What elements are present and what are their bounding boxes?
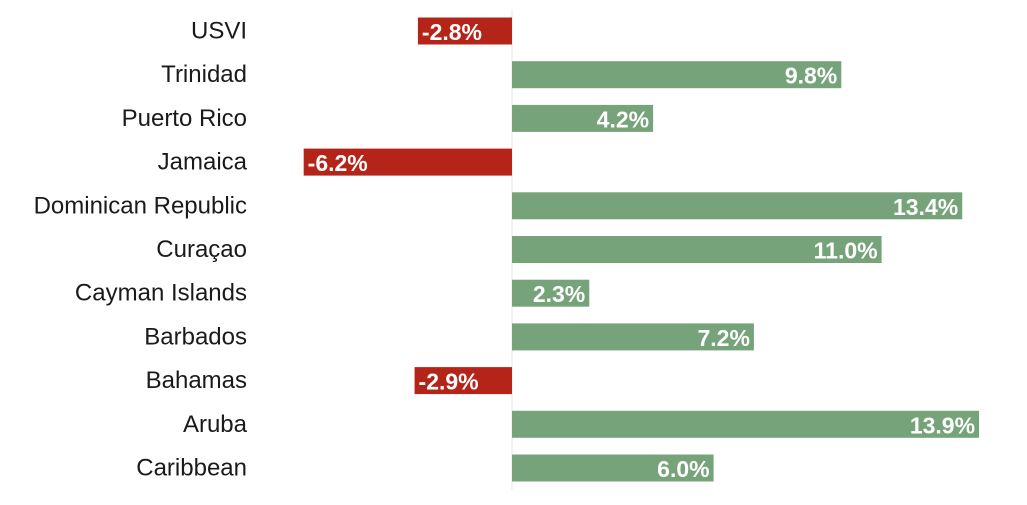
data-label-cayman-islands: 2.3% xyxy=(533,281,585,307)
category-labels-group: USVI Trinidad Puerto Rico Jamaica Dominican … xyxy=(34,18,248,482)
data-label-trinidad: 9.8% xyxy=(785,63,837,89)
bar-usvi xyxy=(417,17,512,45)
category-label-cura-ao: Curaçao xyxy=(156,236,247,263)
data-label-jamaica: -6.2% xyxy=(308,150,368,176)
bar-puerto-rico xyxy=(512,104,654,132)
bar-dominican-republic xyxy=(512,192,963,220)
bar-bahamas xyxy=(414,367,512,395)
category-label-bahamas: Bahamas xyxy=(146,367,247,394)
category-label-dominican-republic: Dominican Republic xyxy=(34,192,247,219)
bar-cura-ao xyxy=(512,236,882,263)
data-label-usvi: -2.8% xyxy=(422,19,482,45)
category-label-trinidad: Trinidad xyxy=(161,61,247,88)
category-label-puerto-rico: Puerto Rico xyxy=(122,105,247,132)
category-label-jamaica: Jamaica xyxy=(158,149,248,176)
category-label-barbados: Barbados xyxy=(144,323,247,350)
data-label-aruba: 13.9% xyxy=(910,412,975,438)
data-label-cura-ao: 11.0% xyxy=(814,238,878,264)
data-label-caribbean: 6.0% xyxy=(657,456,709,482)
data-label-bahamas: -2.9% xyxy=(419,369,479,395)
category-label-caribbean: Caribbean xyxy=(136,455,247,482)
data-label-puerto-rico: 4.2% xyxy=(597,106,649,132)
category-label-usvi: USVI xyxy=(191,18,247,45)
bar-jamaica xyxy=(303,148,512,176)
category-label-cayman-islands: Cayman Islands xyxy=(75,280,247,307)
bar-barbados xyxy=(512,323,754,351)
bar-cayman-islands xyxy=(512,279,590,307)
bar-trinidad xyxy=(512,61,842,89)
category-label-aruba: Aruba xyxy=(183,411,248,438)
data-labels-group: -2.8% 9.8% 4.2% -6.2% 13.4% 11.0% 2.3% 7.2% -2.9… xyxy=(308,19,975,482)
bar-aruba xyxy=(512,410,980,438)
data-label-dominican-republic: 13.4% xyxy=(893,194,958,220)
bar-caribbean xyxy=(512,454,714,482)
data-label-barbados: 7.2% xyxy=(697,325,749,351)
bars-group xyxy=(303,17,980,482)
